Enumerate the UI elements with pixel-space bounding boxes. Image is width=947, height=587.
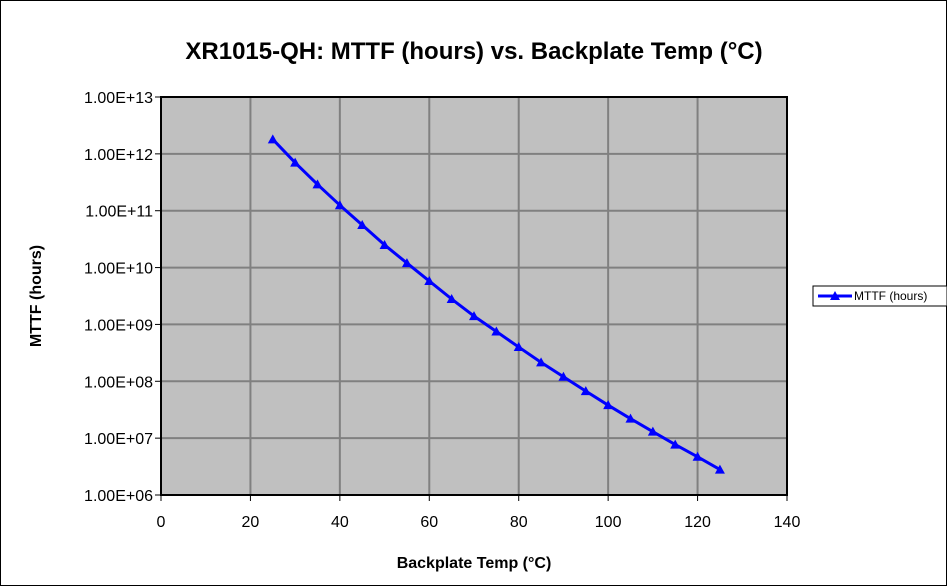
data-point <box>401 258 412 268</box>
data-point <box>580 386 591 396</box>
legend-label: MTTF (hours) <box>854 289 927 303</box>
legend: MTTF (hours) <box>812 285 947 307</box>
data-point <box>670 439 681 449</box>
legend-box <box>812 285 947 307</box>
data-point <box>290 157 301 167</box>
y-tick-label: 1.00E+10 <box>84 261 153 278</box>
data-point <box>379 239 390 249</box>
data-point <box>603 400 614 410</box>
data-point <box>714 464 725 474</box>
data-point <box>491 326 502 336</box>
data-point <box>469 311 479 321</box>
data-point <box>424 276 435 286</box>
data-point <box>312 179 323 189</box>
data-point <box>692 451 703 461</box>
data-point <box>446 294 457 304</box>
y-tick-label: 1.00E+12 <box>84 147 153 164</box>
y-tick-label: 1.00E+09 <box>84 317 153 334</box>
series-layer <box>267 134 725 474</box>
data-point <box>558 371 569 381</box>
y-tick-label: 1.00E+08 <box>84 374 153 391</box>
legend-marker <box>830 291 840 300</box>
data-point <box>625 413 636 423</box>
y-tick-label: 1.00E+11 <box>85 204 153 221</box>
axis-ticks: 0 20 40 60 80 100 120 140 1.00E+06 1.00E+07 1.00E+… <box>84 90 800 531</box>
plot-border <box>160 96 788 496</box>
y-tick-label: 1.00E+06 <box>84 488 153 505</box>
x-tick-label: 80 <box>510 514 528 531</box>
data-point <box>647 426 658 436</box>
x-tick-label: 100 <box>595 514 622 531</box>
chart-title: XR1015-QH: MTTF (hours) vs. Backplate Te… <box>185 38 762 65</box>
x-tick-label: 40 <box>331 514 349 531</box>
data-point <box>334 200 345 210</box>
plot-area <box>161 97 787 495</box>
grid-lines <box>161 97 787 495</box>
data-point <box>357 220 368 230</box>
data-point <box>267 134 278 144</box>
x-axis-title: Backplate Temp (°C) <box>397 555 552 572</box>
x-tick-label: 140 <box>774 514 801 531</box>
x-tick-label: 20 <box>242 514 260 531</box>
x-tick-label: 60 <box>420 514 438 531</box>
x-tick-label: 120 <box>684 514 711 531</box>
y-tick-label: 1.00E+07 <box>84 431 153 448</box>
y-axis-title: MTTF (hours) <box>28 245 45 347</box>
y-tick-label: 1.00E+13 <box>84 90 153 107</box>
data-point <box>536 357 547 367</box>
x-tick-label: 0 <box>157 514 166 531</box>
data-point <box>513 342 524 352</box>
